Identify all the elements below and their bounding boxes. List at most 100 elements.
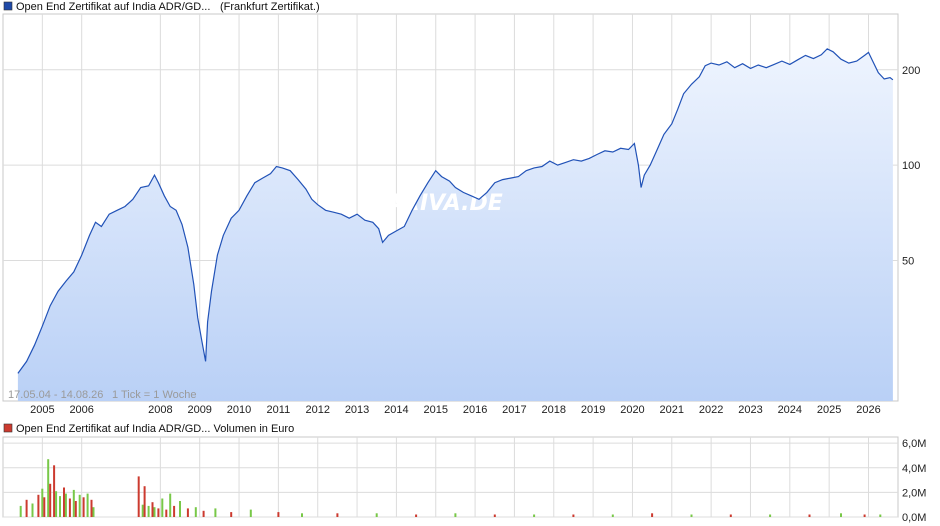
volume-bar [74,501,77,517]
volume-bar [92,507,95,517]
x-tick-label: 2009 [187,404,211,416]
volume-y-tick-label: 6,0M [902,438,926,450]
volume-bar [153,507,156,517]
volume-bar [572,514,575,517]
x-tick-label: 2020 [620,404,644,416]
volume-bar [141,504,144,517]
x-tick-label: 2025 [817,404,841,416]
volume-bar [151,502,154,517]
price-y-tick-label: 200 [902,65,920,77]
volume-bar [808,514,811,517]
x-tick-label: 2026 [856,404,880,416]
volume-bar [493,514,496,517]
volume-bar [651,513,654,517]
volume-bar [533,514,536,517]
volume-chart-title: Open End Zertifikat auf India ADR/GD... … [16,423,294,435]
volume-bar [55,491,58,517]
x-tick-label: 2016 [463,404,487,416]
volume-bar [137,476,140,517]
volume-bar [690,514,693,517]
volume-bar [194,507,197,517]
price-area-fill [17,48,893,402]
volume-bar [25,499,28,517]
volume-bar [59,496,61,517]
volume-bar [173,505,176,517]
volume-bar [47,459,50,517]
volume-bar [143,486,146,517]
volume-bar [86,493,89,517]
price-chart-subtitle: (Frankfurt Zertifikat.) [220,1,320,13]
volume-legend-swatch [3,423,13,433]
volume-bar [186,508,189,517]
volume-grid [3,437,898,518]
volume-bars [19,459,882,517]
volume-bar [375,513,378,517]
tick-info-label: 1 Tick = 1 Woche [112,389,196,401]
x-tick-label: 2015 [424,404,448,416]
volume-bar [202,510,205,517]
volume-y-tick-label: 2,0M [902,487,926,499]
volume-bar [249,509,252,517]
volume-bar [64,493,67,517]
x-tick-label: 2006 [69,404,93,416]
volume-bar [769,514,772,517]
volume-bar [63,487,65,517]
volume-bar [49,483,52,517]
volume-bar [729,514,732,517]
volume-bar [863,514,866,517]
date-range-label: 17.05.04 - 14.08.26 [8,389,103,401]
price-y-axis: 50 100 200 [902,65,920,268]
volume-bar [301,513,303,517]
x-tick-label: 2018 [542,404,566,416]
volume-bar [68,498,71,517]
x-tick-label: 2010 [227,404,251,416]
x-tick-label: 2023 [738,404,762,416]
price-legend-swatch [3,1,13,11]
price-y-tick-label: 100 [902,160,920,172]
volume-bar [840,513,842,517]
volume-bar [41,488,44,517]
x-tick-label: 2022 [699,404,723,416]
volume-bar [53,465,56,517]
volume-bar [147,505,150,517]
x-tick-label: 2017 [502,404,526,416]
volume-bar [415,514,418,517]
price-line [17,48,894,374]
volume-bar [214,508,217,517]
volume-y-tick-label: 0,0M [902,512,926,524]
volume-bar [161,498,164,517]
volume-bar [611,514,614,517]
volume-bar [169,493,172,517]
volume-bar [879,514,882,517]
volume-bar [165,509,168,517]
volume-bar [82,497,85,517]
x-tick-label: 2021 [660,404,684,416]
volume-bar [78,494,81,517]
volume-bar [19,505,22,517]
volume-bar [37,494,40,517]
x-tick-label: 2005 [30,404,54,416]
volume-bar [43,497,46,517]
volume-bar [454,513,457,517]
volume-bar [31,503,34,517]
x-tick-label: 2008 [148,404,172,416]
x-tick-label: 2012 [305,404,329,416]
volume-bar [72,489,75,517]
volume-bar [336,513,339,517]
volume-bar [179,501,181,517]
volume-bar [90,499,93,517]
volume-y-tick-label: 4,0M [902,463,926,475]
volume-plot-frame [2,436,899,518]
x-tick-label: 2024 [778,404,802,416]
volume-y-axis: 0,0M 2,0M 4,0M 6,0M [902,438,926,524]
x-tick-label: 2011 [267,404,291,416]
price-y-tick-label: 50 [902,255,914,267]
volume-bar [277,512,280,517]
volume-bar [157,508,160,517]
price-chart-title: Open End Zertifikat auf India ADR/GD... [16,1,210,13]
price-x-axis: 2005 2006 2008 2009 2010 2011 2012 2013 2014 2015… [30,404,881,416]
x-tick-label: 2019 [581,404,605,416]
volume-bar [230,512,233,517]
